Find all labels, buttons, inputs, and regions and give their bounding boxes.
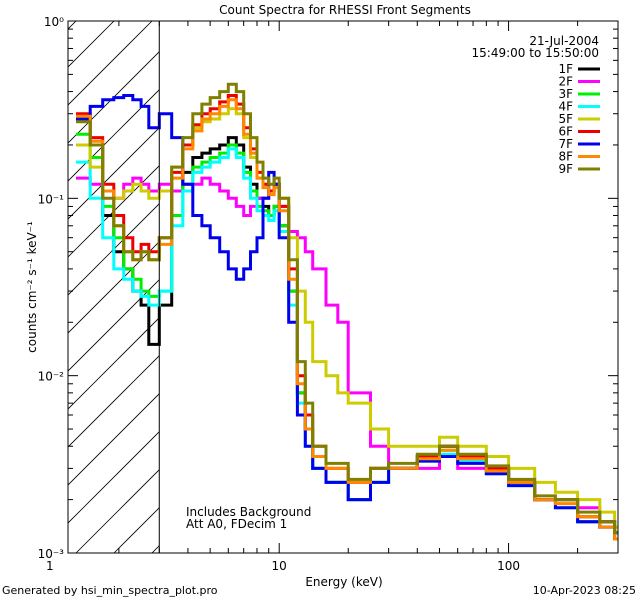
hatch-line <box>68 317 160 410</box>
legend-label-2f: 2F <box>558 75 573 89</box>
date-label: 21-Jul-2004 <box>529 34 599 48</box>
legend-label-1f: 1F <box>558 62 573 76</box>
x-tick-label-100: 100 <box>497 559 520 573</box>
y-tick-label-1e-2: 10⁻² <box>38 370 65 384</box>
hatch-line <box>68 21 153 106</box>
x-tick-label-1: 1 <box>46 559 54 573</box>
legend-label-4f: 4F <box>558 100 573 114</box>
hatch-line <box>68 165 160 258</box>
x-tick-label-10: 10 <box>272 559 287 573</box>
y-axis-label: counts cm⁻² s⁻¹ keV⁻¹ <box>25 221 39 353</box>
plot-frame <box>67 20 619 554</box>
hatch-line <box>68 51 160 144</box>
hatch-line <box>68 21 115 68</box>
y-tick-label-1e-3: 10⁻³ <box>38 547 65 561</box>
series-6f <box>76 94 618 535</box>
footer-generated-by: Generated by hsi_min_spectra_plot.pro <box>2 584 218 597</box>
hatch-line <box>68 241 160 334</box>
hatch-line <box>68 89 160 182</box>
legend-label-8f: 8F <box>558 150 573 164</box>
legend-label-9f: 9F <box>558 162 573 176</box>
y-tick-label-1e-1: 10⁻¹ <box>38 192 65 206</box>
time-range-label: 15:49:00 to 15:50:00 <box>472 46 599 60</box>
chart-title: Count Spectra for RHESSI Front Segments <box>219 3 471 17</box>
annotation-background: Includes Background <box>186 505 311 519</box>
legend-label-7f: 7F <box>558 137 573 151</box>
hatch-line <box>68 127 160 220</box>
attenuator-hatch-region <box>68 21 160 553</box>
hatch-line <box>68 203 160 296</box>
y-tick-label-1e0: 10⁰ <box>44 15 64 29</box>
footer-timestamp: 10-Apr-2023 08:25 <box>533 584 636 597</box>
series-9f <box>76 82 618 535</box>
series-layer <box>76 82 618 541</box>
hatch-line <box>75 469 160 553</box>
hatch-line <box>68 393 160 486</box>
legend-label-6f: 6F <box>558 125 573 139</box>
hatch-line <box>68 431 160 524</box>
legend-label-5f: 5F <box>558 112 573 126</box>
hatch-line <box>68 355 160 448</box>
x-axis-label: Energy (keV) <box>305 575 382 589</box>
annotation-attenuator: Att A0, FDecim 1 <box>186 517 287 531</box>
axis-ticks <box>68 20 619 554</box>
legend-label-3f: 3F <box>558 87 573 101</box>
